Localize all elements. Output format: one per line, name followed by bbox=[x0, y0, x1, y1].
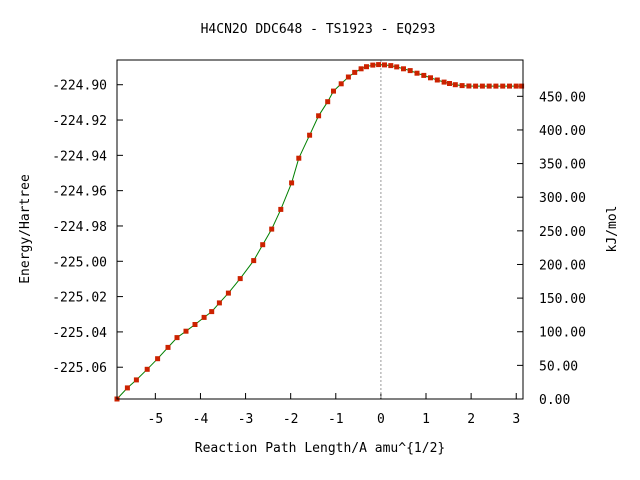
data-point bbox=[133, 377, 139, 383]
x-axis-label: Reaction Path Length/A amu^{1/2} bbox=[195, 441, 445, 456]
plot-series bbox=[114, 62, 525, 402]
y2-tick-label: 200.00 bbox=[539, 258, 586, 273]
y-tick-label: -224.98 bbox=[52, 220, 107, 235]
y-tick-label: -225.02 bbox=[52, 291, 107, 306]
data-point bbox=[124, 385, 130, 391]
chart-title: H4CN2O DDC648 - TS1923 - EQ293 bbox=[201, 22, 436, 37]
data-point bbox=[486, 83, 492, 89]
data-point bbox=[388, 63, 394, 69]
data-point bbox=[414, 70, 420, 76]
data-point bbox=[260, 242, 266, 248]
data-point bbox=[183, 328, 189, 334]
data-point bbox=[216, 300, 222, 306]
y2-axis-label: kJ/mol bbox=[605, 206, 620, 253]
data-point bbox=[237, 276, 243, 282]
data-point bbox=[376, 62, 382, 68]
y2-tick-label: 250.00 bbox=[539, 225, 586, 240]
y-tick-label: -224.90 bbox=[52, 79, 107, 94]
data-point bbox=[269, 226, 275, 232]
y-tick-label: -225.04 bbox=[52, 326, 107, 341]
data-point bbox=[466, 83, 472, 89]
data-point bbox=[421, 72, 427, 78]
data-point bbox=[165, 344, 171, 350]
data-point bbox=[155, 356, 161, 362]
data-point bbox=[296, 155, 302, 161]
y2-tick-label: 400.00 bbox=[539, 124, 586, 139]
data-point bbox=[225, 290, 231, 296]
data-point bbox=[307, 132, 313, 138]
data-point bbox=[345, 74, 351, 80]
data-point bbox=[251, 258, 257, 264]
data-point bbox=[428, 75, 433, 81]
data-point bbox=[507, 83, 512, 89]
y-tick-label: -224.96 bbox=[52, 185, 107, 200]
data-point bbox=[325, 99, 331, 105]
y-tick-label: -225.06 bbox=[52, 361, 107, 376]
data-point bbox=[201, 314, 207, 320]
data-point bbox=[519, 83, 525, 89]
data-point bbox=[352, 69, 358, 75]
data-point bbox=[192, 322, 198, 327]
data-point bbox=[479, 83, 485, 89]
data-point bbox=[513, 83, 519, 89]
y-tick-label: -224.92 bbox=[52, 114, 107, 129]
data-point bbox=[316, 113, 322, 119]
plot-frame bbox=[116, 59, 524, 400]
y-tick-label: -224.94 bbox=[52, 149, 107, 164]
data-point bbox=[447, 81, 452, 86]
data-point bbox=[209, 309, 215, 315]
data-point bbox=[473, 83, 479, 89]
data-point bbox=[500, 83, 506, 89]
y2-tick-label: 350.00 bbox=[539, 158, 586, 173]
x-tick-label: 3 bbox=[512, 412, 520, 427]
x-tick-label: -4 bbox=[193, 412, 209, 427]
y2-tick-label: 50.00 bbox=[539, 359, 578, 374]
data-point bbox=[459, 83, 465, 89]
data-point bbox=[370, 62, 376, 68]
data-point bbox=[493, 83, 499, 89]
y-tick-label: -225.00 bbox=[52, 255, 107, 270]
data-point bbox=[144, 366, 150, 372]
data-point bbox=[289, 180, 295, 186]
y2-tick-label: 150.00 bbox=[539, 292, 586, 307]
data-point bbox=[174, 335, 180, 341]
y2-tick-label: 450.00 bbox=[539, 90, 586, 105]
data-point bbox=[338, 81, 344, 87]
x-tick-label: 2 bbox=[467, 412, 475, 427]
y-axis-label: Energy/Hartree bbox=[18, 174, 33, 284]
x-axis-ticks: -5 -4 -3 -2 -1 0 1 2 3 bbox=[148, 393, 520, 427]
x-tick-label: -5 bbox=[148, 412, 164, 427]
x-tick-label: 1 bbox=[422, 412, 430, 427]
y2-tick-label: 0.00 bbox=[539, 393, 570, 408]
x-tick-label: 0 bbox=[377, 412, 385, 427]
y2-tick-label: 300.00 bbox=[539, 191, 586, 206]
y-axis-right-ticks: 450.00 400.00 350.00 300.00 250.00 200.00 150.… bbox=[517, 90, 586, 408]
x-tick-label: -2 bbox=[283, 412, 299, 427]
data-point bbox=[278, 206, 284, 212]
x-tick-label: -3 bbox=[238, 412, 254, 427]
data-point bbox=[452, 82, 458, 88]
data-point bbox=[407, 68, 413, 74]
data-point bbox=[394, 64, 400, 70]
x-tick-label: -1 bbox=[328, 412, 344, 427]
data-point bbox=[358, 66, 364, 72]
data-point bbox=[364, 64, 369, 70]
data-point bbox=[441, 79, 447, 85]
data-point bbox=[331, 88, 336, 94]
y2-tick-label: 100.00 bbox=[539, 326, 586, 341]
y-axis-left-ticks: -224.90 -224.92 -224.94 -224.96 -224.98 -225.… bbox=[52, 79, 123, 376]
data-point bbox=[434, 77, 440, 83]
data-point bbox=[382, 62, 387, 68]
data-point bbox=[401, 66, 406, 72]
